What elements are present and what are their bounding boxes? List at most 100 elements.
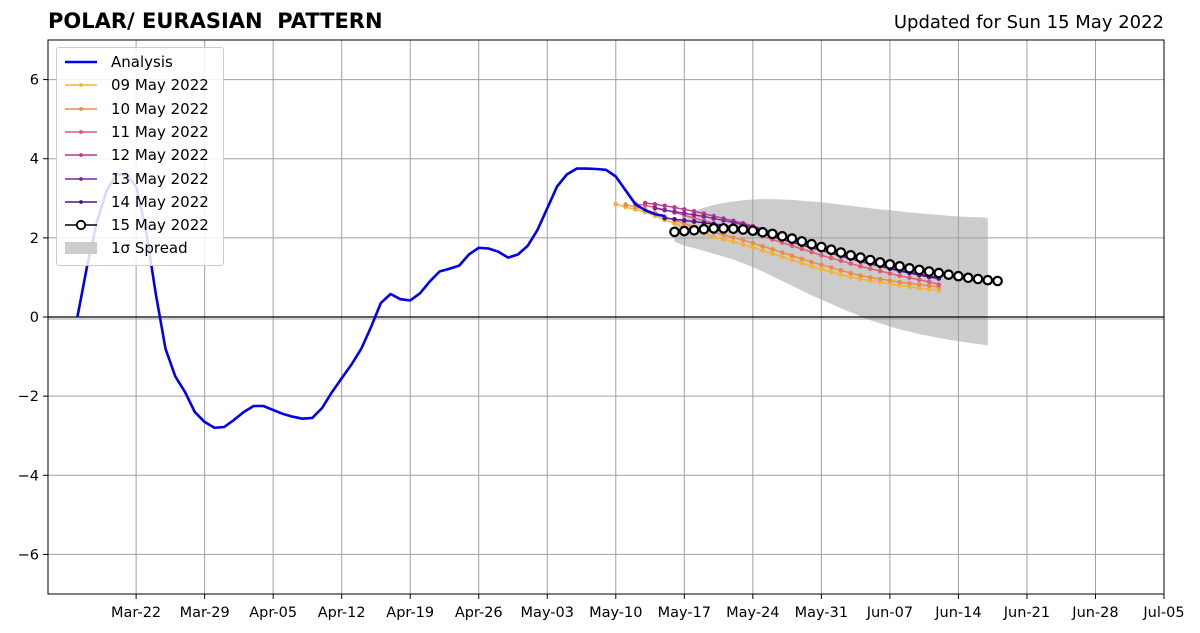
series-point-3 (936, 282, 942, 287)
series-point-1 (819, 266, 824, 272)
series-point-1 (809, 263, 814, 269)
series-point-1 (799, 260, 805, 266)
legend-label: 13 May 2022 (111, 169, 209, 188)
legend-swatch (65, 106, 97, 111)
x-tick-label: Jul-05 (1142, 605, 1184, 621)
series-point-1 (779, 254, 785, 260)
series-point-3 (858, 263, 863, 269)
series-point-2 (730, 235, 736, 240)
series-point-1 (730, 239, 736, 245)
series-point-3 (897, 273, 902, 279)
series-point-7 (923, 266, 935, 277)
x-tick-label: Apr-19 (386, 605, 434, 621)
series-point-7 (864, 254, 876, 266)
series-point-7 (806, 238, 817, 250)
legend-label: 10 May 2022 (111, 99, 209, 118)
series-point-4 (652, 201, 658, 207)
series-point-1 (828, 269, 834, 275)
series-point-5 (711, 216, 716, 221)
y-tick-label: 4 (30, 152, 39, 168)
series-point-2 (779, 250, 785, 255)
series-point-1 (740, 242, 746, 247)
x-tick-label: Mar-22 (111, 605, 161, 621)
series-layer (76, 167, 1003, 430)
series-point-1 (848, 274, 853, 280)
series-point-7 (855, 252, 866, 263)
series-point-1 (750, 245, 756, 250)
legend-label: 14 May 2022 (111, 192, 209, 211)
legend-swatch (65, 60, 97, 64)
series-point-5 (681, 211, 687, 216)
series-point-2 (750, 240, 756, 246)
series-point-3 (799, 246, 805, 252)
legend-item: 12 May 2022 (63, 145, 209, 165)
series-point-7 (982, 274, 994, 286)
series-point-3 (926, 279, 932, 285)
series-point-2 (838, 267, 844, 273)
x-tick-label: Jun-21 (1003, 605, 1050, 621)
series-point-5 (662, 207, 667, 213)
series-point-7 (698, 223, 710, 235)
legend-swatch (65, 176, 97, 181)
series-point-7 (972, 273, 984, 285)
series-point-7 (776, 231, 788, 242)
series-point-3 (877, 268, 883, 274)
legend-item: 11 May 2022 (63, 122, 209, 142)
legend-swatch (65, 242, 97, 255)
x-tick-label: May-24 (726, 605, 779, 621)
series-point-1 (721, 237, 726, 242)
series-point-7 (669, 226, 680, 238)
x-tick-label: Mar-29 (180, 605, 230, 621)
series-point-3 (809, 249, 814, 255)
series-point-4 (672, 205, 677, 210)
legend-item: 15 May 2022 (63, 215, 209, 235)
series-point-7 (953, 270, 964, 282)
series-point-3 (828, 255, 834, 261)
legend-item: 1σ Spread (63, 238, 188, 258)
x-tick-label: Apr-12 (318, 605, 366, 621)
zero-line-layer (48, 316, 1164, 320)
series-point-2 (926, 283, 932, 289)
series-point-1 (770, 251, 775, 257)
series-line-1 (615, 203, 939, 292)
series-point-7 (825, 244, 837, 255)
series-point-2 (858, 273, 863, 278)
series-point-2 (809, 259, 814, 265)
chart-title: POLAR/ EURASIAN PATTERN (48, 9, 383, 33)
series-point-1 (613, 201, 619, 207)
series-point-3 (907, 275, 912, 281)
series-point-1 (760, 248, 765, 253)
series-point-2 (867, 275, 873, 280)
series-point-7 (845, 250, 856, 261)
series-point-7 (718, 223, 729, 234)
legend-item: 09 May 2022 (63, 75, 209, 95)
legend-label: 15 May 2022 (111, 216, 209, 235)
series-point-7 (933, 267, 945, 279)
series-point-7 (747, 225, 759, 236)
series-point-3 (887, 271, 893, 276)
series-point-7 (727, 223, 739, 235)
series-point-7 (835, 247, 847, 258)
series-point-7 (874, 257, 886, 268)
chart-subtitle: Updated for Sun 15 May 2022 (893, 12, 1164, 33)
legend: Analysis 09 May 2022 10 May 2022 11 May 202… (56, 47, 224, 266)
x-tick-label: Apr-05 (249, 605, 297, 621)
series-point-3 (838, 258, 844, 264)
y-tick-label: 2 (30, 231, 39, 247)
legend-label: 11 May 2022 (111, 122, 209, 141)
series-point-5 (691, 212, 697, 218)
series-point-7 (767, 228, 778, 240)
series-point-2 (799, 256, 805, 262)
series-point-3 (867, 266, 873, 272)
series-point-2 (916, 282, 922, 287)
series-point-7 (688, 225, 700, 236)
y-tick-label: −2 (18, 389, 39, 405)
legend-swatch (65, 199, 97, 204)
y-tick-label: −4 (18, 468, 39, 484)
series-point-3 (848, 261, 853, 266)
legend-label: 1σ Spread (111, 239, 188, 258)
legend-swatch (65, 153, 97, 158)
series-point-6 (691, 219, 697, 224)
series-point-2 (740, 237, 746, 243)
